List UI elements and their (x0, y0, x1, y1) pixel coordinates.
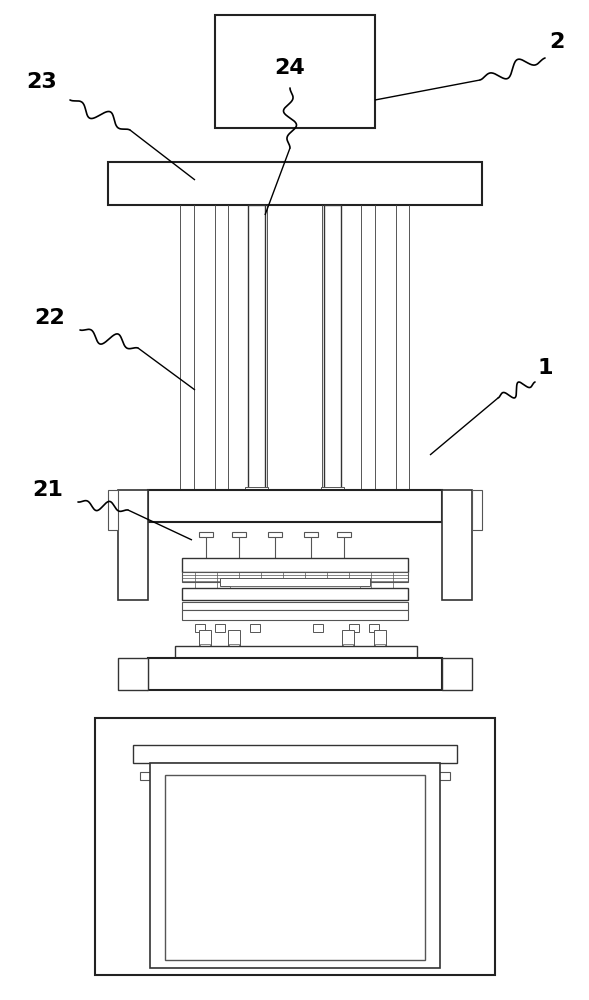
Bar (148, 658, 442, 690)
Bar (118, 658, 148, 690)
Bar (375, 644, 385, 652)
Bar (165, 775, 425, 960)
Bar (442, 490, 472, 600)
Bar (215, 624, 225, 632)
Text: 1: 1 (537, 358, 552, 378)
Bar (304, 532, 318, 537)
Bar (150, 763, 440, 968)
Text: 2: 2 (550, 32, 565, 52)
Bar (199, 532, 213, 537)
Bar (108, 162, 482, 205)
Bar (140, 772, 450, 780)
Bar (182, 558, 408, 572)
Bar (215, 15, 375, 128)
Bar (374, 630, 386, 648)
Bar (108, 490, 118, 530)
Bar (313, 624, 323, 632)
Bar (200, 644, 210, 652)
Bar (118, 490, 148, 600)
Bar (442, 658, 472, 690)
Bar (230, 586, 360, 591)
Bar (472, 490, 482, 530)
Bar (232, 532, 246, 537)
Bar (175, 660, 417, 668)
Bar (229, 644, 239, 652)
Bar (199, 630, 211, 648)
Text: 22: 22 (35, 308, 65, 328)
Bar (268, 532, 282, 537)
Bar (182, 610, 408, 620)
Bar (250, 624, 260, 632)
Bar (349, 624, 359, 632)
Bar (182, 602, 408, 610)
Bar (245, 487, 268, 492)
Bar (337, 532, 351, 537)
Bar (182, 572, 408, 582)
Text: 24: 24 (274, 58, 305, 78)
Bar (228, 630, 240, 648)
Bar (182, 588, 408, 600)
Bar (248, 205, 265, 490)
Bar (175, 646, 417, 658)
Bar (148, 490, 442, 522)
Bar (133, 745, 457, 763)
Bar (195, 624, 205, 632)
Bar (324, 205, 341, 490)
Bar (321, 487, 344, 492)
Bar (343, 644, 353, 652)
Bar (95, 718, 495, 975)
Text: 23: 23 (27, 72, 57, 92)
Bar (220, 578, 370, 586)
Text: 21: 21 (32, 480, 64, 500)
Bar (342, 630, 354, 648)
Bar (369, 624, 379, 632)
